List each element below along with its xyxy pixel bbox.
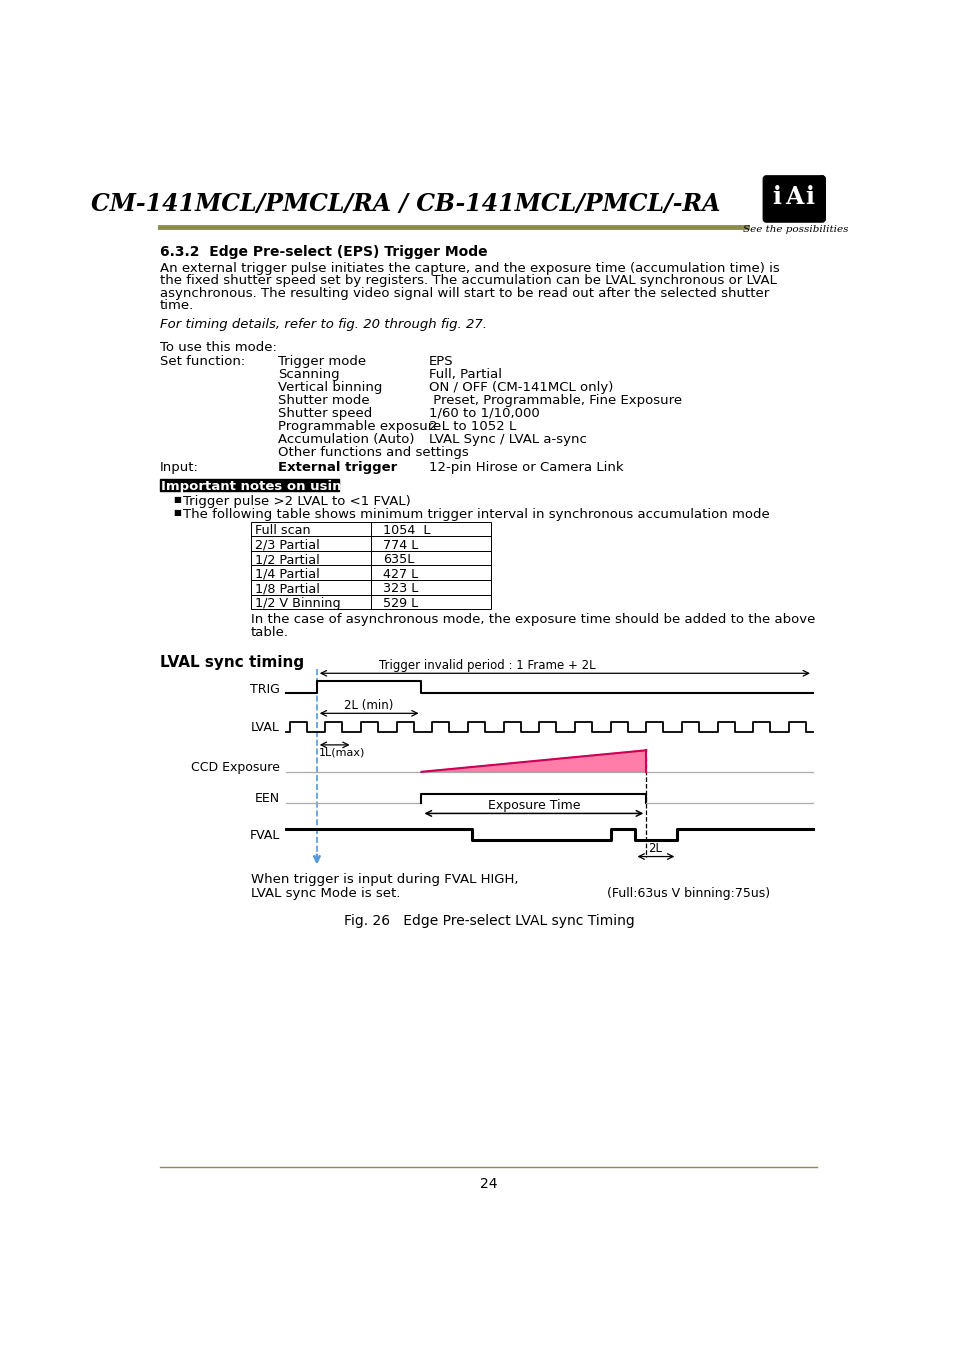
Text: 6.3.2  Edge Pre-select (EPS) Trigger Mode: 6.3.2 Edge Pre-select (EPS) Trigger Mode bbox=[159, 246, 487, 259]
Text: Scanning: Scanning bbox=[278, 367, 339, 381]
Text: The following table shows minimum trigger interval in synchronous accumulation m: The following table shows minimum trigge… bbox=[183, 508, 769, 521]
Bar bbox=[251, 551, 491, 566]
Text: CM-141MCL/PMCL/RA / CB-141MCL/PMCL/-RA: CM-141MCL/PMCL/RA / CB-141MCL/PMCL/-RA bbox=[91, 192, 720, 216]
Text: A: A bbox=[784, 185, 802, 209]
Text: EPS: EPS bbox=[429, 355, 454, 367]
Text: 774 L: 774 L bbox=[382, 539, 417, 552]
Text: 12-pin Hirose or Camera Link: 12-pin Hirose or Camera Link bbox=[429, 460, 623, 474]
Text: LVAL Sync / LVAL a-sync: LVAL Sync / LVAL a-sync bbox=[429, 433, 586, 446]
Bar bbox=[159, 479, 339, 491]
Text: Accumulation (Auto): Accumulation (Auto) bbox=[278, 433, 415, 446]
Text: Shutter speed: Shutter speed bbox=[278, 406, 372, 420]
Text: 1054  L: 1054 L bbox=[382, 524, 430, 537]
Text: LVAL sync Mode is set.: LVAL sync Mode is set. bbox=[251, 887, 400, 900]
Text: 1/60 to 1/10,000: 1/60 to 1/10,000 bbox=[429, 406, 539, 420]
Text: Set function:: Set function: bbox=[159, 355, 245, 367]
Text: 1/8 Partial: 1/8 Partial bbox=[254, 582, 319, 595]
Text: In the case of asynchronous mode, the exposure time should be added to the above: In the case of asynchronous mode, the ex… bbox=[251, 613, 815, 626]
Bar bbox=[251, 536, 491, 551]
Text: When trigger is input during FVAL HIGH,: When trigger is input during FVAL HIGH, bbox=[251, 873, 518, 887]
Text: LVAL sync timing: LVAL sync timing bbox=[159, 655, 303, 670]
Bar bbox=[251, 580, 491, 595]
Text: 427 L: 427 L bbox=[382, 568, 417, 580]
Text: asynchronous. The resulting video signal will start to be read out after the sel: asynchronous. The resulting video signal… bbox=[159, 286, 768, 300]
Text: Other functions and settings: Other functions and settings bbox=[278, 446, 468, 459]
Text: Programmable exposure: Programmable exposure bbox=[278, 420, 441, 433]
FancyBboxPatch shape bbox=[762, 176, 824, 221]
Text: CCD Exposure: CCD Exposure bbox=[191, 761, 279, 775]
Text: Input:: Input: bbox=[159, 460, 198, 474]
Text: 635L: 635L bbox=[382, 554, 414, 566]
Text: Preset, Programmable, Fine Exposure: Preset, Programmable, Fine Exposure bbox=[429, 394, 681, 406]
Text: Shutter mode: Shutter mode bbox=[278, 394, 370, 406]
Text: 1/2 V Binning: 1/2 V Binning bbox=[254, 597, 340, 610]
Text: EEN: EEN bbox=[254, 792, 279, 806]
Text: Trigger mode: Trigger mode bbox=[278, 355, 366, 367]
Text: 1L(max): 1L(max) bbox=[318, 748, 364, 757]
Text: Full scan: Full scan bbox=[254, 524, 310, 537]
Text: For timing details, refer to fig. 20 through fig. 27.: For timing details, refer to fig. 20 thr… bbox=[159, 317, 486, 331]
Text: 529 L: 529 L bbox=[382, 597, 417, 610]
Text: External trigger: External trigger bbox=[278, 460, 397, 474]
Text: To use this mode:: To use this mode: bbox=[159, 340, 276, 354]
Text: table.: table. bbox=[251, 625, 289, 639]
Text: Exposure Time: Exposure Time bbox=[487, 799, 579, 811]
Text: time.: time. bbox=[159, 300, 193, 312]
Text: ■: ■ bbox=[173, 494, 181, 504]
Text: 323 L: 323 L bbox=[382, 582, 417, 595]
Text: 2L: 2L bbox=[648, 842, 661, 855]
Text: (Full:63us V binning:75us): (Full:63us V binning:75us) bbox=[607, 887, 770, 900]
Text: Trigger pulse >2 LVAL to <1 FVAL): Trigger pulse >2 LVAL to <1 FVAL) bbox=[183, 494, 410, 508]
Text: i: i bbox=[804, 185, 814, 209]
Text: 1/2 Partial: 1/2 Partial bbox=[254, 554, 319, 566]
Text: LVAL: LVAL bbox=[251, 721, 279, 734]
Text: 2L (min): 2L (min) bbox=[344, 699, 393, 711]
Text: FVAL: FVAL bbox=[249, 829, 279, 842]
Text: See the possibilities: See the possibilities bbox=[742, 225, 847, 235]
Text: An external trigger pulse initiates the capture, and the exposure time (accumula: An external trigger pulse initiates the … bbox=[159, 262, 779, 275]
Text: Full, Partial: Full, Partial bbox=[429, 367, 501, 381]
Polygon shape bbox=[421, 751, 645, 772]
Text: Important notes on using this mode: Important notes on using this mode bbox=[161, 481, 430, 493]
Text: 1/4 Partial: 1/4 Partial bbox=[254, 568, 319, 580]
Text: Trigger invalid period : 1 Frame + 2L: Trigger invalid period : 1 Frame + 2L bbox=[378, 659, 595, 672]
Text: ®: ® bbox=[816, 176, 825, 185]
Text: 2/3 Partial: 2/3 Partial bbox=[254, 539, 319, 552]
Text: ON / OFF (CM-141MCL only): ON / OFF (CM-141MCL only) bbox=[429, 381, 613, 394]
Text: 2 L to 1052 L: 2 L to 1052 L bbox=[429, 420, 516, 433]
Text: TRIG: TRIG bbox=[250, 683, 279, 697]
Text: i: i bbox=[772, 185, 781, 209]
Text: Fig. 26   Edge Pre-select LVAL sync Timing: Fig. 26 Edge Pre-select LVAL sync Timing bbox=[343, 914, 634, 927]
Bar bbox=[251, 566, 491, 580]
Bar bbox=[251, 595, 491, 609]
Bar bbox=[251, 521, 491, 536]
Text: ■: ■ bbox=[173, 508, 181, 517]
Text: 24: 24 bbox=[479, 1177, 497, 1191]
Text: Vertical binning: Vertical binning bbox=[278, 381, 382, 394]
Text: the fixed shutter speed set by registers. The accumulation can be LVAL synchrono: the fixed shutter speed set by registers… bbox=[159, 274, 776, 288]
